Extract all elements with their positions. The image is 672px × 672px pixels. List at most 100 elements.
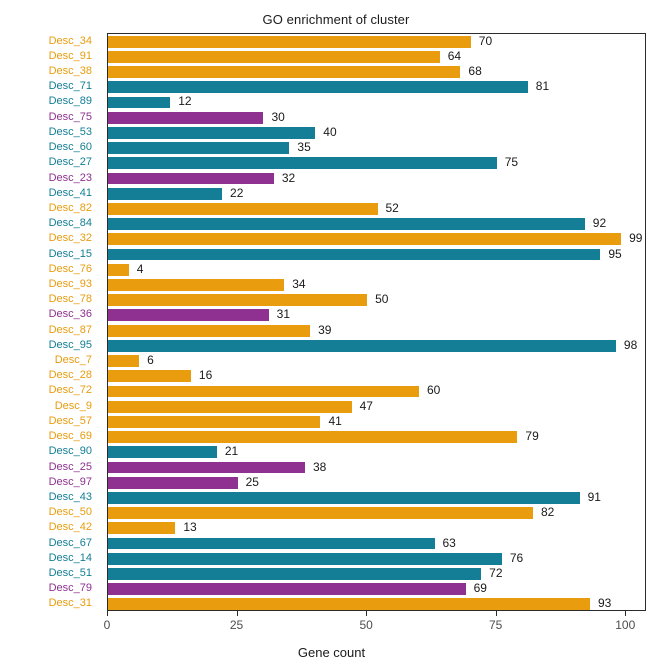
- chart-title: GO enrichment of cluster: [262, 12, 410, 27]
- y-tick-label-desc_60: Desc_60: [48, 141, 92, 154]
- bar-row: [108, 400, 645, 413]
- y-tick-label-desc_41: Desc_41: [48, 186, 92, 199]
- y-tick-label-desc_90: Desc_90: [48, 445, 92, 458]
- bar-desc_76[interactable]: [108, 263, 129, 276]
- bar-row: [108, 415, 645, 428]
- y-tick-label-desc_82: Desc_82: [48, 201, 92, 214]
- y-tick-label-desc_15: Desc_15: [48, 247, 92, 260]
- bar-row: [108, 202, 645, 215]
- bar-row: [108, 568, 645, 580]
- bar-desc_32[interactable]: [108, 233, 622, 246]
- bar-desc_28[interactable]: [108, 370, 191, 383]
- y-tick-label-desc_42: Desc_42: [48, 521, 92, 534]
- bar-value-label: 92: [592, 216, 607, 231]
- x-axis: 0 25 50 75 100: [103, 611, 672, 651]
- bar-value-label: 70: [478, 33, 493, 48]
- x-tick-label-0: 0: [103, 618, 111, 632]
- y-tick-label-desc_87: Desc_87: [48, 323, 92, 336]
- bar-value-label: 39: [318, 322, 332, 337]
- bar-desc_87[interactable]: [108, 324, 311, 337]
- bar-desc_36[interactable]: [108, 309, 269, 322]
- bar-value-label: 34: [292, 276, 306, 291]
- bar-value-label: 25: [245, 474, 259, 489]
- bar-desc_38[interactable]: [108, 66, 461, 78]
- bar-desc_25[interactable]: [108, 461, 305, 474]
- bar-desc_7[interactable]: [108, 355, 140, 367]
- bar-desc_50[interactable]: [108, 507, 533, 520]
- bar-value-label: 13: [183, 520, 197, 535]
- bar-desc_51[interactable]: [108, 568, 482, 580]
- bar-row: [108, 157, 645, 170]
- bar-row: [108, 142, 645, 154]
- bar-desc_43[interactable]: [108, 491, 580, 504]
- bar-row: [108, 583, 645, 596]
- bar-desc_93[interactable]: [108, 279, 285, 291]
- bar-row: [108, 111, 645, 124]
- bar-desc_79[interactable]: [108, 583, 466, 596]
- bar-row: [108, 324, 645, 337]
- x-axis-title: Gene count: [297, 645, 366, 660]
- y-tick-label-desc_91: Desc_91: [48, 49, 92, 62]
- x-tick-label-25: 25: [229, 618, 244, 632]
- x-tick-mark: [495, 611, 497, 616]
- bar-desc_89[interactable]: [108, 96, 171, 109]
- bar-desc_71[interactable]: [108, 81, 528, 94]
- bar-value-label: 41: [328, 413, 342, 428]
- bar-desc_42[interactable]: [108, 522, 176, 535]
- bar-row: [108, 446, 645, 459]
- y-tick-label-desc_78: Desc_78: [48, 293, 92, 306]
- bar-row: [108, 309, 645, 322]
- y-tick-label-desc_72: Desc_72: [48, 384, 92, 397]
- y-tick-label-desc_97: Desc_97: [48, 475, 92, 488]
- bar-desc_78[interactable]: [108, 294, 368, 307]
- x-tick-label-100: 100: [615, 618, 636, 632]
- y-tick-label-desc_76: Desc_76: [48, 262, 92, 275]
- bar-row: [108, 126, 645, 139]
- bar-desc_90[interactable]: [108, 446, 217, 459]
- bar-row: [108, 96, 645, 109]
- bar-desc_27[interactable]: [108, 157, 497, 170]
- bar-desc_31[interactable]: [108, 598, 590, 610]
- bar-desc_75[interactable]: [108, 111, 264, 124]
- bar-desc_69[interactable]: [108, 431, 518, 443]
- bar-desc_23[interactable]: [108, 172, 274, 185]
- y-tick-label-desc_84: Desc_84: [48, 217, 92, 230]
- bar-value-label: 40: [323, 124, 337, 139]
- bar-desc_72[interactable]: [108, 385, 419, 398]
- bar-value-label: 95: [608, 246, 622, 261]
- y-tick-label-desc_14: Desc_14: [48, 551, 92, 564]
- bar-desc_84[interactable]: [108, 218, 585, 231]
- bar-value-label: 79: [525, 429, 539, 444]
- bar-desc_67[interactable]: [108, 537, 435, 550]
- bar-desc_97[interactable]: [108, 476, 238, 489]
- bar-value-label: 12: [178, 94, 192, 109]
- bar-value-label: 52: [385, 200, 399, 215]
- bar-value-label: 64: [447, 48, 462, 63]
- bar-row: [108, 187, 645, 200]
- bar-desc_60[interactable]: [108, 142, 290, 154]
- y-tick-label-desc_43: Desc_43: [48, 490, 92, 503]
- y-tick-label-desc_34: Desc_34: [48, 34, 92, 47]
- bar-desc_41[interactable]: [108, 187, 223, 200]
- bar-desc_53[interactable]: [108, 126, 316, 139]
- bar-value-label: 98: [623, 337, 638, 352]
- bar-value-label: 38: [312, 459, 327, 474]
- bar-desc_15[interactable]: [108, 248, 601, 261]
- y-tick-label-desc_27: Desc_27: [48, 156, 92, 169]
- bar-desc_9[interactable]: [108, 400, 352, 413]
- bar-row: [108, 507, 645, 520]
- bar-row: [108, 248, 645, 261]
- y-tick-label-desc_75: Desc_75: [48, 110, 92, 123]
- bar-row: [108, 35, 645, 48]
- bar-desc_82[interactable]: [108, 202, 378, 215]
- bar-desc_57[interactable]: [108, 415, 321, 428]
- bar-row: [108, 263, 645, 276]
- bar-row: [108, 66, 645, 78]
- bar-desc_14[interactable]: [108, 552, 502, 565]
- y-tick-label-desc_50: Desc_50: [48, 506, 92, 519]
- y-axis-label-layer: Desc_34 Desc_91 Desc_38 Desc_71 Desc_89 Desc_…: [0, 33, 100, 611]
- bar-desc_34[interactable]: [108, 35, 471, 48]
- bar-row: [108, 339, 645, 352]
- bar-desc_91[interactable]: [108, 50, 440, 63]
- bar-desc_95[interactable]: [108, 339, 616, 352]
